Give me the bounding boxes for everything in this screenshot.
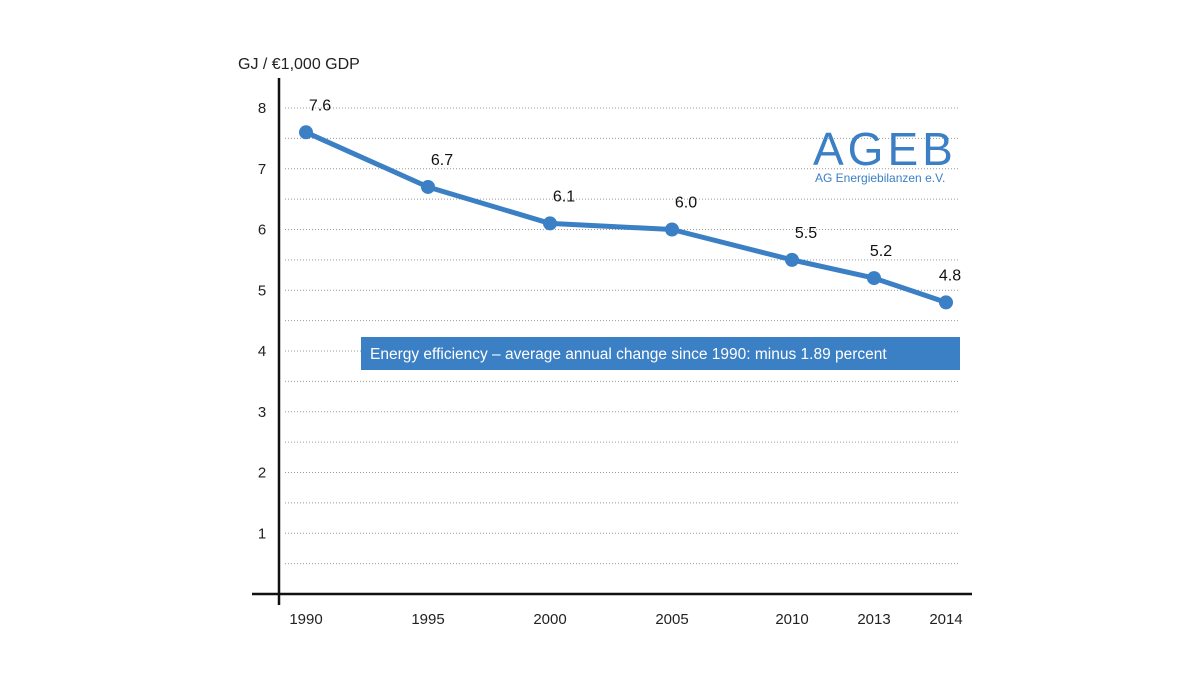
y-tick-labels: 1 2 3 4 5 6 7 8 <box>258 100 266 542</box>
data-label: 4.8 <box>939 267 961 284</box>
y-tick-label: 3 <box>258 404 266 421</box>
data-label: 7.6 <box>309 97 331 114</box>
data-labels: 7.6 6.7 6.1 6.0 5.5 5.2 4.8 <box>309 97 961 284</box>
y-tick-label: 6 <box>258 222 266 239</box>
x-tick-label: 2005 <box>655 611 688 628</box>
data-point <box>665 222 679 237</box>
annotation-background <box>361 337 960 370</box>
logo-wordmark: AGEB <box>813 123 957 175</box>
data-label: 5.5 <box>795 225 817 242</box>
x-tick-label: 1995 <box>411 611 444 628</box>
logo-subtitle: AG Energiebilanzen e.V. <box>815 171 945 185</box>
annotation-text: Energy efficiency – average annual chang… <box>370 346 887 363</box>
annotation-box: Energy efficiency – average annual chang… <box>361 337 960 370</box>
x-tick-label: 1990 <box>289 611 322 628</box>
y-tick-label: 8 <box>258 100 266 117</box>
ageb-logo: AGEB AG Energiebilanzen e.V. <box>813 123 957 185</box>
data-point <box>299 125 313 140</box>
y-tick-label: 1 <box>258 525 266 542</box>
data-point <box>939 295 953 310</box>
data-point <box>543 216 557 231</box>
data-point <box>867 271 881 286</box>
data-label: 5.2 <box>870 243 892 260</box>
data-label: 6.7 <box>431 152 453 169</box>
x-tick-label: 2014 <box>929 611 962 628</box>
x-tick-label: 2013 <box>857 611 890 628</box>
data-point <box>785 252 799 267</box>
y-tick-label: 4 <box>258 343 266 360</box>
y-tick-label: 7 <box>258 161 266 178</box>
y-tick-label: 5 <box>258 282 266 299</box>
series-line-layer <box>299 125 953 310</box>
x-tick-label: 2000 <box>533 611 566 628</box>
y-tick-label: 2 <box>258 465 266 482</box>
axes <box>252 78 972 605</box>
data-point <box>421 179 435 194</box>
x-tick-labels: 1990 1995 2000 2005 2010 2013 2014 <box>289 611 962 628</box>
data-label: 6.1 <box>553 188 575 205</box>
y-axis-label: GJ / €1,000 GDP <box>238 56 360 73</box>
data-label: 6.0 <box>675 195 697 212</box>
x-tick-label: 2010 <box>775 611 808 628</box>
